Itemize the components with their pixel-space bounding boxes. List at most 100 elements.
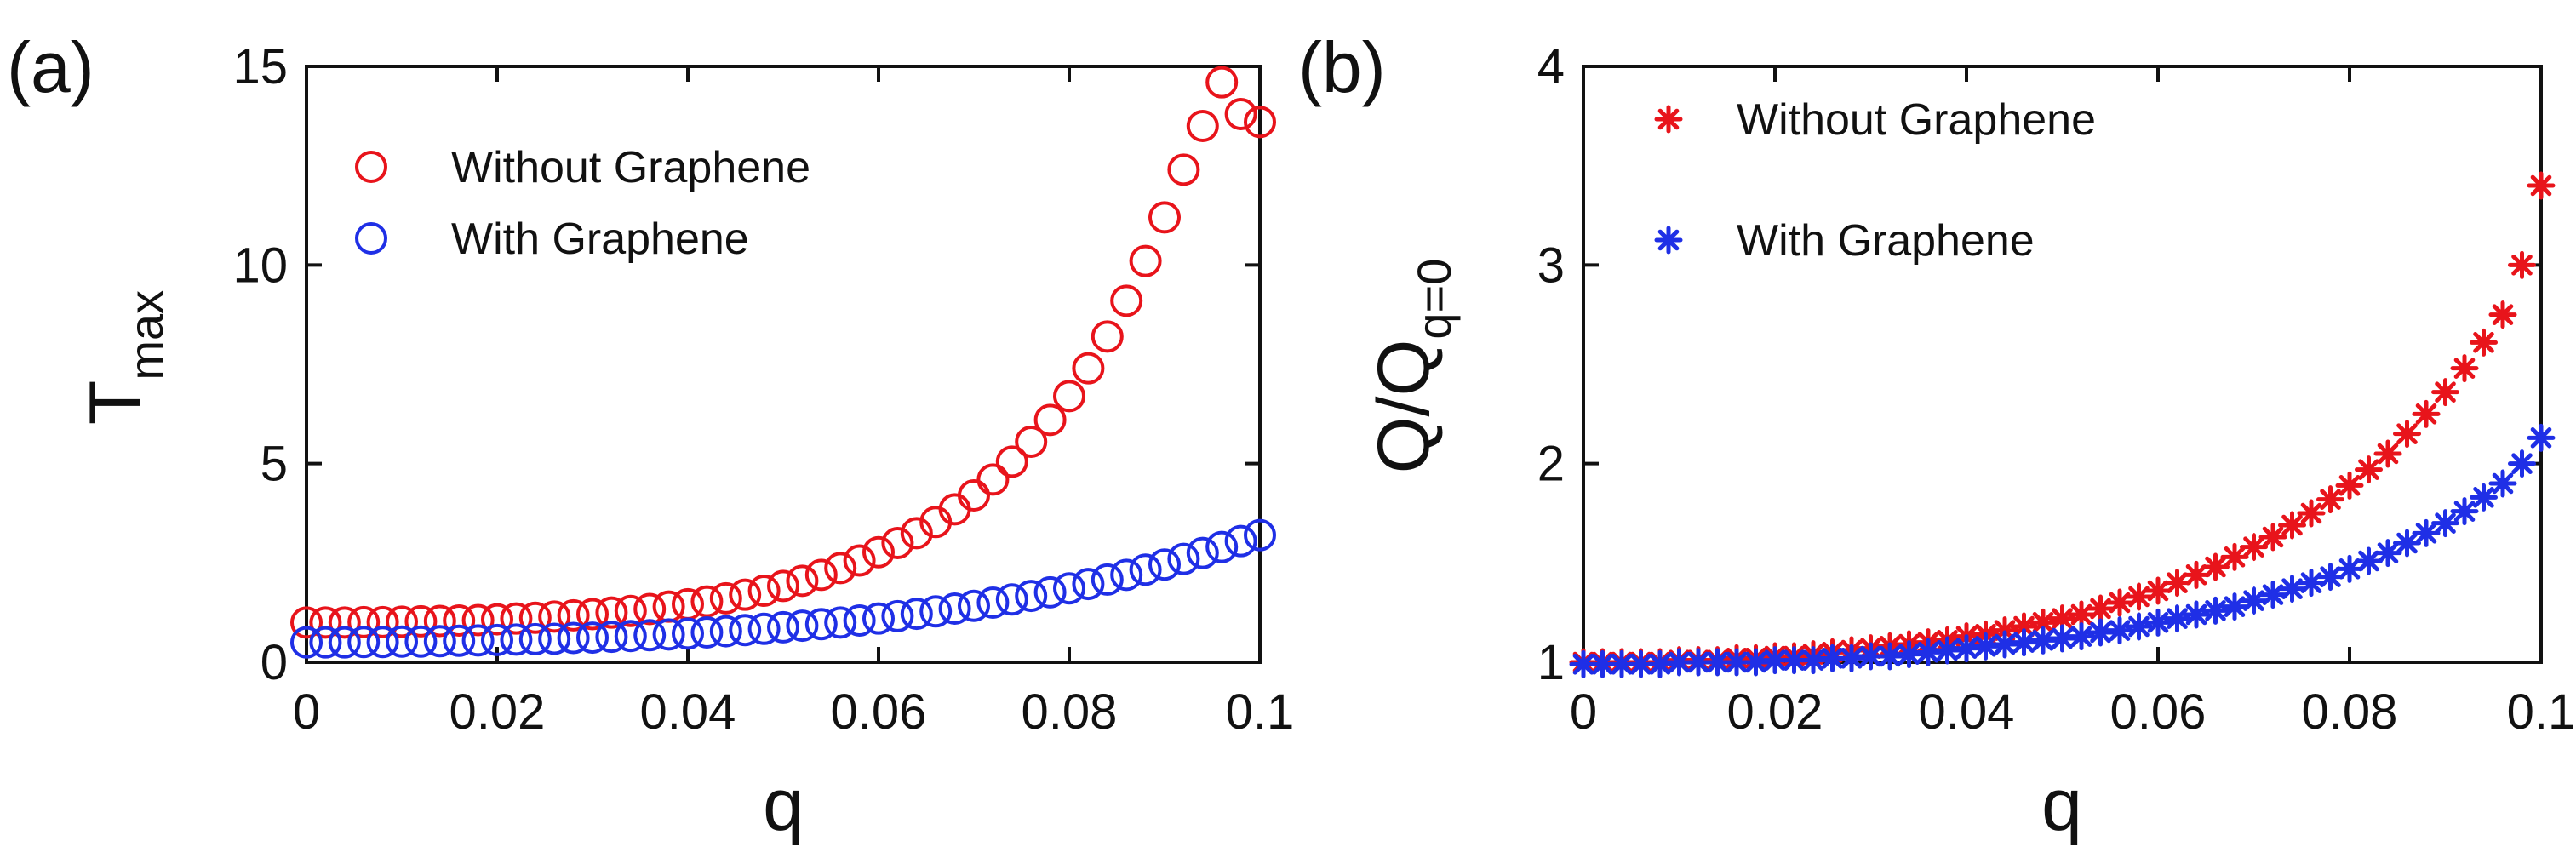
x-tick-label: 0 xyxy=(293,684,320,740)
data-point xyxy=(366,605,399,638)
data-point xyxy=(1933,636,1961,665)
data-point xyxy=(995,583,1028,616)
data-point xyxy=(538,622,571,655)
data-point xyxy=(2240,533,2268,562)
data-point xyxy=(767,569,799,603)
data-point xyxy=(2450,354,2479,383)
data-point xyxy=(709,615,742,648)
data-point xyxy=(862,602,895,635)
data-point xyxy=(767,610,799,644)
x-tick-label: 0.02 xyxy=(1727,684,1823,740)
y-tick-label: 2 xyxy=(1537,437,1565,492)
data-point xyxy=(1205,530,1239,563)
x-tick-label: 0.08 xyxy=(1022,684,1118,740)
data-point xyxy=(1186,110,1219,142)
data-point xyxy=(2220,592,2249,621)
y-tick-label: 0 xyxy=(260,635,288,690)
y-tick-label: 1 xyxy=(1537,635,1565,690)
data-point xyxy=(290,626,323,659)
data-point xyxy=(538,600,571,633)
data-point xyxy=(1952,634,1981,663)
data-point xyxy=(2335,554,2364,583)
data-point xyxy=(1053,572,1085,605)
data-point xyxy=(1799,646,1828,675)
y-tick-label: 4 xyxy=(1537,39,1565,94)
data-point xyxy=(672,617,704,650)
data-point xyxy=(2527,423,2556,452)
data-point xyxy=(2105,616,2134,645)
data-point xyxy=(786,609,819,643)
data-point xyxy=(423,604,456,638)
data-point xyxy=(804,558,838,592)
data-point xyxy=(2335,471,2364,500)
data-point xyxy=(1972,632,2000,661)
data-point xyxy=(1033,575,1067,609)
data-point xyxy=(1129,244,1162,277)
data-point xyxy=(2297,569,2326,598)
x-tick-label: 0.04 xyxy=(640,684,736,740)
data-point xyxy=(881,527,914,559)
data-point xyxy=(2373,439,2402,468)
data-point xyxy=(1205,66,1239,99)
data-point xyxy=(804,608,838,641)
data-point xyxy=(309,606,342,639)
data-point xyxy=(2431,509,2459,538)
data-point xyxy=(290,606,323,639)
data-point xyxy=(1015,426,1048,458)
data-point xyxy=(976,586,1010,619)
data-point xyxy=(614,620,647,653)
data-point xyxy=(423,625,456,658)
data-point xyxy=(2029,608,2058,637)
data-point xyxy=(2144,608,2172,637)
data-point xyxy=(500,623,533,656)
x-axis-label: q xyxy=(2041,764,2082,846)
data-point xyxy=(1110,284,1143,317)
data-point xyxy=(1129,553,1162,586)
data-point xyxy=(2393,420,2421,449)
data-point xyxy=(2220,542,2249,571)
legend-label: Without Graphene xyxy=(451,143,810,192)
panel-label: (b) xyxy=(1298,27,1386,107)
data-point xyxy=(976,463,1010,496)
data-point xyxy=(843,604,876,637)
data-point xyxy=(2201,596,2230,625)
data-point xyxy=(1837,644,1866,672)
data-point xyxy=(843,544,876,577)
data-point xyxy=(386,605,418,638)
data-point xyxy=(1780,646,1808,675)
data-point xyxy=(2182,600,2211,629)
series-with-graphene xyxy=(290,518,1276,659)
legend: Without Graphene With Graphene xyxy=(355,143,810,264)
x-tick-label: 0.04 xyxy=(1919,684,2015,740)
data-point xyxy=(2355,455,2383,484)
data-point xyxy=(386,625,418,658)
data-point xyxy=(824,552,857,585)
data-point xyxy=(2201,552,2230,581)
data-point xyxy=(1053,380,1085,413)
x-axis-label: q xyxy=(763,764,804,846)
data-point xyxy=(2527,171,2556,200)
data-point xyxy=(347,605,381,638)
y-axis-label: Q/Qq=0 xyxy=(1363,259,1461,474)
data-point xyxy=(328,606,361,639)
legend-label: With Graphene xyxy=(451,214,749,264)
series-with-graphene xyxy=(1569,423,2556,678)
data-point xyxy=(614,594,647,627)
data-point xyxy=(1224,98,1257,130)
data-point xyxy=(461,603,495,637)
data-point xyxy=(900,517,933,550)
data-point xyxy=(1148,548,1181,581)
y-tick-label: 10 xyxy=(232,237,288,293)
data-point xyxy=(595,596,628,629)
data-point xyxy=(690,616,724,649)
data-point xyxy=(2144,576,2172,605)
data-point xyxy=(2067,622,2096,651)
data-point xyxy=(1091,563,1124,596)
data-point xyxy=(518,601,552,634)
data-point xyxy=(1742,648,1770,677)
data-point xyxy=(2488,300,2517,329)
legend-label: Without Graphene xyxy=(1737,95,2096,145)
data-point xyxy=(747,612,781,645)
panel-b: 0 0.02 0.04 0.06 0.08 0.1 1 2 3 4 (b) q Q/Qq=0 Withou… xyxy=(1298,27,2575,846)
data-point xyxy=(2087,594,2115,623)
